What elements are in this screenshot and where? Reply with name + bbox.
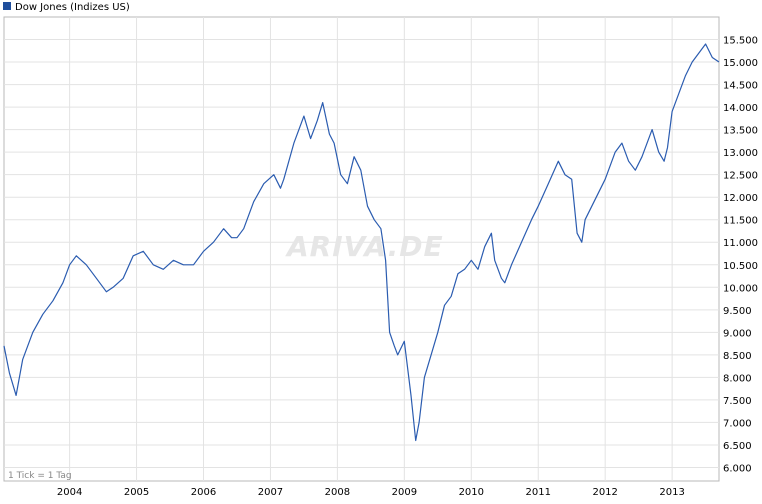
y-tick-label: 6.000 [723,463,752,474]
y-tick-label: 13.500 [723,126,758,137]
series-layer [3,43,720,442]
x-axis: 2004 2005 2006 2007 2008 2009 2010 2011 2012 2013 [57,487,685,498]
y-tick-label: 14.000 [723,103,758,114]
y-tick-label: 10.500 [723,261,758,272]
y-axis: 6.000 6.500 7.000 7.500 8.000 8.500 9.000 9.500… [723,36,758,475]
footnote: 1 Tick = 1 Tag [8,471,72,481]
x-tick-label: 2008 [325,487,350,498]
y-tick-label: 12.000 [723,193,758,204]
y-tick-label: 8.000 [723,373,752,384]
x-tick-label: 2004 [57,487,82,498]
y-tick-label: 10.000 [723,283,758,294]
y-tick-label: 11.500 [723,216,758,227]
y-tick-label: 14.500 [723,81,758,92]
y-tick-label: 7.500 [723,396,752,407]
y-tick-label: 9.500 [723,306,752,317]
plot-area [3,16,720,482]
x-tick-label: 2006 [191,487,216,498]
series-line [3,43,720,442]
x-tick-label: 2005 [124,487,149,498]
y-tick-label: 12.500 [723,171,758,182]
x-tick-label: 2009 [392,487,417,498]
x-tick-label: 2007 [258,487,283,498]
grid-layer [4,17,719,481]
x-tick-label: 2013 [659,487,684,498]
y-tick-label: 13.000 [723,148,758,159]
y-tick-label: 15.500 [723,36,758,47]
x-tick-label: 2010 [459,487,484,498]
legend-swatch [3,2,11,10]
y-tick-label: 11.000 [723,238,758,249]
y-tick-label: 9.000 [723,328,752,339]
y-tick-label: 8.500 [723,351,752,362]
y-tick-label: 15.000 [723,58,758,69]
y-tick-label: 6.500 [723,441,752,452]
y-tick-label: 7.000 [723,418,752,429]
x-tick-label: 2012 [592,487,617,498]
x-tick-label: 2011 [526,487,551,498]
legend-label: Dow Jones (Indizes US) [15,2,130,13]
watermark: ARIVA.DE [285,230,444,263]
